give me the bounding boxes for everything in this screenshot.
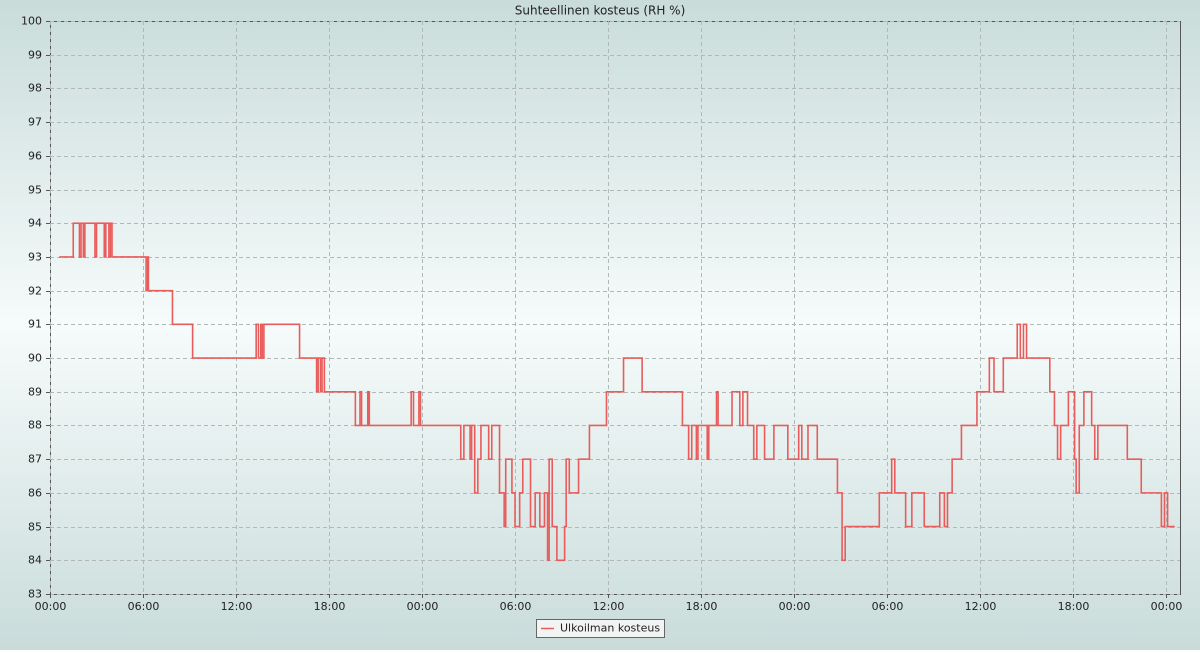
x-tick-label: 18:00 [686,600,718,613]
y-tick-label: 86 [28,487,42,500]
x-tick-label: 06:00 [500,600,532,613]
legend-box [536,619,665,638]
x-tick-label: 12:00 [221,600,253,613]
y-tick-label: 96 [28,150,42,163]
y-tick-label: 83 [28,588,42,601]
y-tick-label: 100 [21,15,42,28]
x-tick-label: 18:00 [314,600,346,613]
y-tick-label: 95 [28,184,42,197]
y-tick-label: 94 [28,217,42,230]
y-tick-label: 99 [28,49,42,62]
x-tick-label: 18:00 [1058,600,1090,613]
y-tick-label: 92 [28,285,42,298]
x-tick-label: 00:00 [407,600,439,613]
y-tick-label: 97 [28,116,42,129]
y-tick-label: 93 [28,251,42,264]
x-tick-label: 12:00 [965,600,997,613]
x-tick-label: 06:00 [128,600,160,613]
y-tick-label: 87 [28,453,42,466]
x-tick-label: 00:00 [779,600,811,613]
x-tick-label: 00:00 [1151,600,1183,613]
legend: Ulkoilman kosteus [536,619,665,638]
chart-title: Suhteellinen kosteus (RH %) [515,4,686,18]
x-tick-label: 12:00 [593,600,625,613]
legend-label: Ulkoilman kosteus [560,622,660,635]
y-tick-label: 98 [28,82,42,95]
y-tick-label: 89 [28,386,42,399]
y-tick-label: 85 [28,521,42,534]
y-tick-label: 90 [28,352,42,365]
x-tick-label: 06:00 [872,600,904,613]
y-tick-label: 91 [28,318,42,331]
y-tick-label: 88 [28,419,42,432]
y-tick-label: 84 [28,554,42,567]
x-tick-label: 00:00 [35,600,67,613]
